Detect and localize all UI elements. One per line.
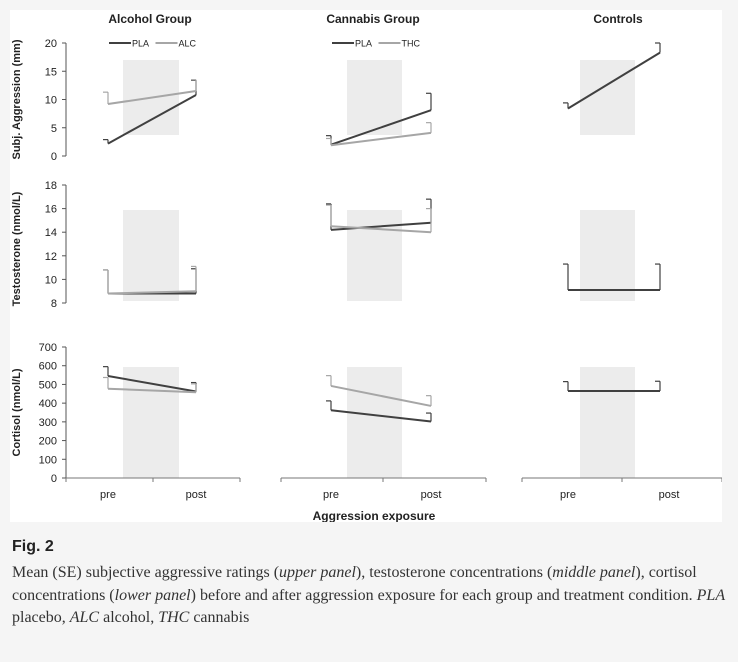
y-tick-label: 0: [51, 151, 57, 163]
exposure-shade: [347, 210, 402, 301]
chart: Alcohol Group Cannabis Group Controls 0 5 10 1…: [11, 12, 722, 522]
series-line: [330, 221, 432, 231]
series-line: [330, 384, 432, 407]
x-axis-label: Aggression exposure: [313, 509, 436, 522]
series-line: [107, 387, 197, 394]
x-tick-label: pre: [323, 489, 339, 501]
x-tick-label: pre: [560, 489, 576, 501]
exposure-shade: [580, 60, 635, 135]
y-tick-label: 20: [45, 38, 57, 50]
figure-label: Fig. 2: [12, 538, 54, 555]
legend-label: PLA: [355, 39, 372, 49]
y-tick-label: 10: [45, 274, 57, 286]
x-tick-label: post: [659, 489, 680, 501]
y-tick-label: 400: [39, 398, 57, 410]
y-axis-label: Subj. Aggression (mm): [11, 39, 23, 159]
exposure-shade: [123, 210, 179, 301]
y-tick-label: 10: [45, 95, 57, 107]
legend-label: THC: [402, 39, 421, 49]
y-tick-label: 12: [45, 251, 57, 263]
caption-text: Mean (SE) subjective aggressive ratings …: [12, 564, 726, 626]
y-tick-label: 200: [39, 436, 57, 448]
y-tick-label: 18: [45, 180, 57, 192]
x-tick-label: post: [186, 489, 207, 501]
series-line: [567, 51, 661, 110]
y-tick-label: 300: [39, 417, 57, 429]
y-tick-label: 8: [51, 298, 57, 310]
exposure-shade: [347, 367, 402, 478]
y-tick-label: 14: [45, 227, 57, 239]
series-line: [107, 90, 197, 106]
y-tick-label: 100: [39, 454, 57, 466]
exposure-shade: [580, 367, 635, 478]
series-line: [330, 225, 432, 234]
group-title: Cannabis Group: [326, 12, 419, 26]
y-axis-label: Testosterone (nmol/L): [11, 191, 23, 306]
x-tick-label: post: [421, 489, 442, 501]
x-tick-label: pre: [100, 489, 116, 501]
y-tick-label: 700: [39, 342, 57, 354]
exposure-shade: [580, 210, 635, 301]
y-tick-label: 0: [51, 473, 57, 485]
series-line: [330, 409, 432, 423]
figure-caption: Fig. 2 Mean (SE) subjective aggressive r…: [12, 538, 726, 630]
series-line: [107, 375, 197, 393]
exposure-shade: [123, 367, 179, 478]
y-tick-label: 600: [39, 361, 57, 373]
group-title: Alcohol Group: [108, 12, 191, 26]
y-tick-label: 15: [45, 66, 57, 78]
series-line: [107, 290, 197, 295]
group-title: Controls: [593, 12, 643, 26]
series-line: [330, 109, 432, 146]
legend-label: PLA: [132, 39, 149, 49]
y-tick-label: 500: [39, 379, 57, 391]
y-tick-label: 5: [51, 123, 57, 135]
series-line: [330, 131, 432, 147]
y-tick-label: 16: [45, 204, 57, 216]
series-line: [107, 94, 197, 145]
legend-label: ALC: [179, 39, 197, 49]
y-axis-label: Cortisol (nmol/L): [11, 368, 23, 456]
figure-area: Alcohol Group Cannabis Group Controls 0 5 10 1…: [10, 10, 722, 522]
